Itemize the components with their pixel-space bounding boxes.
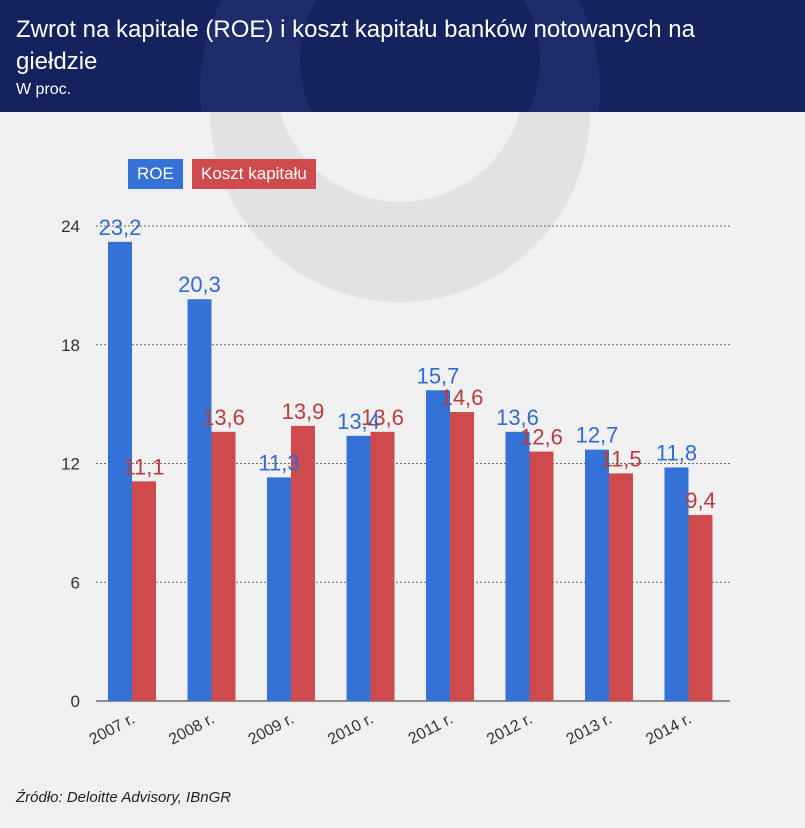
bar-koszt-kapitalu xyxy=(529,451,554,701)
bar-koszt-kapitalu xyxy=(291,425,315,701)
bar-koszt-kapitalu xyxy=(132,481,156,701)
bar-roe xyxy=(664,467,689,701)
data-label-roe: 15,7 xyxy=(417,363,460,388)
y-tick-label: 6 xyxy=(71,573,80,592)
bar-roe xyxy=(426,390,450,701)
data-label-roe: 20,3 xyxy=(178,272,221,297)
data-label-koszt-kapitalu: 13,6 xyxy=(202,405,245,430)
background-decoration xyxy=(210,112,590,302)
y-tick-label: 12 xyxy=(61,455,80,474)
bars xyxy=(108,241,713,702)
bar-koszt-kapitalu xyxy=(609,473,633,701)
source-note: Źródło: Deloitte Advisory, IBnGR xyxy=(16,789,232,806)
bar-koszt-kapitalu xyxy=(688,514,713,701)
data-label-roe: 11,3 xyxy=(258,450,299,475)
data-label-koszt-kapitalu: 11,1 xyxy=(123,454,164,479)
data-label-roe: 23,2 xyxy=(99,215,142,240)
bar-roe xyxy=(505,431,530,701)
bar-koszt-kapitalu xyxy=(211,431,236,701)
data-label-koszt-kapitalu: 13,9 xyxy=(282,399,325,424)
data-labels: 23,211,120,313,611,313,9 13,413,615,714,6… xyxy=(99,215,716,513)
bar-roe xyxy=(346,435,371,701)
x-tick-label: 2014 r. xyxy=(643,711,694,749)
x-tick-label: 2011 r. xyxy=(406,711,456,748)
legend-koszt-kapitalu: Koszt kapitału xyxy=(192,159,316,189)
x-tick-label: 2007 r. xyxy=(87,711,138,749)
chart-title: Zwrot na kapitale (ROE) i koszt kapitału… xyxy=(16,16,695,75)
x-axis: 2007 r. 2008 r. 2009 r. 2010 r. 2011 r. 2012 … xyxy=(87,711,695,749)
data-label-roe: 13,6 xyxy=(496,405,539,430)
y-axis: 0 6 12 18 24 xyxy=(61,217,80,711)
data-label-roe: 11,8 xyxy=(656,440,697,465)
data-label-koszt-kapitalu: 13,6 xyxy=(361,405,404,430)
header-decoration xyxy=(200,0,600,112)
legend-roe: ROE xyxy=(128,159,183,189)
chart-subtitle: W proc. xyxy=(16,81,72,98)
data-label-koszt-kapitalu: 12,6 xyxy=(520,425,563,450)
bar-koszt-kapitalu xyxy=(450,412,474,701)
data-label-koszt-kapitalu: 14,6 xyxy=(441,385,484,410)
x-tick-label: 2009 r. xyxy=(246,711,297,749)
x-tick-label: 2010 r. xyxy=(325,711,376,749)
y-tick-label: 24 xyxy=(61,217,80,236)
bar-koszt-kapitalu xyxy=(370,431,395,701)
bar-roe xyxy=(187,299,212,701)
y-tick-label: 0 xyxy=(71,692,80,711)
bar-roe xyxy=(267,477,291,701)
data-label-koszt-kapitalu: 11,5 xyxy=(600,446,641,471)
x-tick-label: 2012 r. xyxy=(484,711,535,749)
data-label-roe: 12,7 xyxy=(576,423,619,448)
data-label-roe: 13,4 xyxy=(337,409,380,434)
x-tick-label: 2008 r. xyxy=(166,711,217,749)
data-label-koszt-kapitalu: 9,4 xyxy=(685,488,716,513)
header-banner: Zwrot na kapitale (ROE) i koszt kapitału… xyxy=(0,0,805,112)
y-tick-label: 18 xyxy=(61,336,80,355)
x-tick-label: 2013 r. xyxy=(564,711,615,749)
bar-roe xyxy=(585,449,609,701)
bar-roe xyxy=(108,241,132,702)
